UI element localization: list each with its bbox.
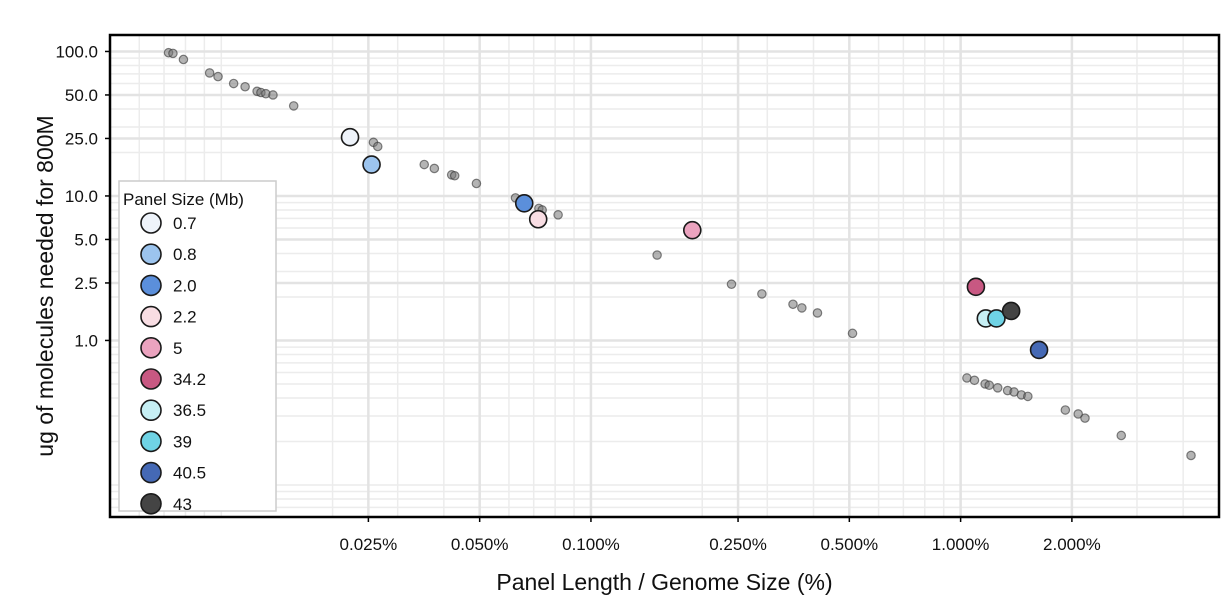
legend-label: 2.2 xyxy=(173,308,197,327)
panel-point xyxy=(987,309,1006,328)
x-tick-label: 2.000% xyxy=(1043,535,1101,554)
x-axis-title: Panel Length / Genome Size (%) xyxy=(496,569,832,595)
background-point xyxy=(288,101,299,111)
legend-label: 43 xyxy=(173,495,192,514)
legend-label: 0.8 xyxy=(173,245,197,264)
background-point xyxy=(213,71,223,82)
y-tick-label: 2.5 xyxy=(74,274,98,293)
legend-swatch xyxy=(140,212,162,234)
legend-items: 0.7 0.8 2.0 2.2 5 34.2 36.5 39 40.5 43 xyxy=(140,212,206,515)
legend-swatch xyxy=(140,461,162,484)
background-points xyxy=(163,47,1196,461)
background-point xyxy=(204,68,215,78)
legend-swatch xyxy=(140,430,162,453)
legend-label: 40.5 xyxy=(173,464,206,483)
background-point xyxy=(1073,409,1083,419)
background-point xyxy=(788,299,798,310)
panel-point xyxy=(340,127,360,147)
legend-label: 39 xyxy=(173,432,192,451)
y-tick-label: 1.0 xyxy=(74,331,98,350)
legend-label: 34.2 xyxy=(173,370,206,389)
legend-label: 5 xyxy=(173,339,182,358)
y-tick-label: 50.0 xyxy=(65,86,98,105)
background-point xyxy=(1116,430,1127,441)
panel-point xyxy=(514,193,534,213)
background-point xyxy=(228,78,239,89)
background-point xyxy=(797,303,807,313)
background-point xyxy=(268,90,278,100)
legend-swatch xyxy=(140,305,162,328)
background-point xyxy=(969,375,980,386)
plot-border xyxy=(108,33,1221,519)
background-point xyxy=(449,170,460,181)
y-tick-label: 5.0 xyxy=(74,230,98,249)
background-point xyxy=(1080,413,1090,423)
y-tick-label: 25.0 xyxy=(65,129,98,148)
legend-swatch xyxy=(140,336,162,359)
x-tick-label: 0.100% xyxy=(562,535,620,554)
legend: Panel Size (Mb) 0.7 0.8 2.0 2.2 5 34.2 36.5 39 4… xyxy=(118,180,277,515)
x-tick-label: 0.025% xyxy=(340,535,398,554)
x-tick-label: 0.050% xyxy=(451,535,509,554)
panel-point xyxy=(966,277,986,297)
background-point xyxy=(992,383,1003,393)
legend-swatch xyxy=(140,399,162,422)
background-point xyxy=(1186,450,1196,461)
x-axis-ticks: 0.025% 0.050% 0.100% 0.250% 0.500% 1.000% 2.00… xyxy=(340,517,1101,554)
legend-label: 36.5 xyxy=(173,401,206,420)
background-point xyxy=(429,163,440,174)
background-point xyxy=(372,141,383,152)
background-point xyxy=(812,308,823,318)
background-point xyxy=(471,178,482,189)
legend-label: 2.0 xyxy=(173,276,197,295)
panel-point xyxy=(1001,301,1021,321)
y-axis-ticks: 100.0 50.0 25.0 10.0 5.0 2.5 1.0 xyxy=(55,42,110,350)
major-grid xyxy=(110,35,1219,517)
legend-swatch xyxy=(140,368,162,390)
background-point xyxy=(1023,391,1033,402)
background-point xyxy=(652,250,662,260)
x-tick-label: 1.000% xyxy=(932,535,990,554)
background-point xyxy=(168,48,178,59)
background-point xyxy=(240,81,250,92)
background-point xyxy=(984,380,995,391)
y-tick-label: 10.0 xyxy=(65,187,98,206)
x-tick-label: 0.250% xyxy=(709,535,767,554)
legend-label: 0.7 xyxy=(173,214,197,233)
legend-swatch xyxy=(140,243,162,265)
background-point xyxy=(178,54,189,65)
background-point xyxy=(757,289,767,299)
legend-swatch xyxy=(140,492,162,515)
panel-points xyxy=(340,127,1049,360)
background-point xyxy=(726,279,737,290)
background-point xyxy=(553,210,563,220)
legend-swatch xyxy=(140,274,162,297)
y-axis-title: ug of molecules needed for 800M xyxy=(32,115,58,456)
background-point xyxy=(847,328,858,339)
x-tick-label: 0.500% xyxy=(820,535,878,554)
y-tick-label: 100.0 xyxy=(55,42,98,61)
panel-point xyxy=(682,220,702,240)
panel-point xyxy=(1029,340,1049,360)
panel-point xyxy=(362,155,381,174)
panel-point xyxy=(528,209,548,229)
legend-title: Panel Size (Mb) xyxy=(123,190,244,209)
background-point xyxy=(419,159,430,170)
background-point xyxy=(1060,405,1071,415)
